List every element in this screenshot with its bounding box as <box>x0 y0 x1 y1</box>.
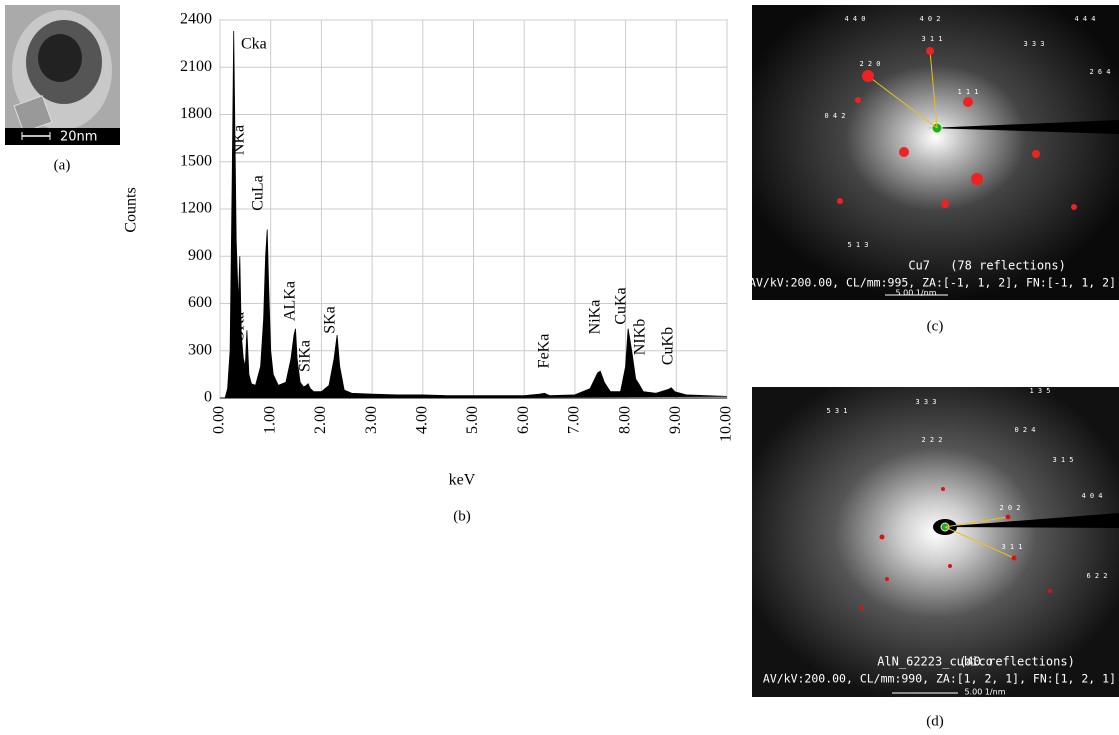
scale-label: 5.00 1/nm <box>964 688 1005 697</box>
reflection-index: 4 4 0 <box>844 15 865 23</box>
reflection-index: 3 3 3 <box>915 398 936 406</box>
x-axis-label: keV <box>449 472 476 489</box>
x-tick-label: 8.00 <box>616 406 633 434</box>
x-tick-label: 10.00 <box>718 406 735 442</box>
caption: (c) <box>927 318 944 334</box>
y-tick-label: 1200 <box>180 200 212 217</box>
reflection-index: 6 2 2 <box>1086 572 1107 580</box>
reflections: (40 reflections) <box>959 655 1075 669</box>
peak-label: CuLa <box>250 175 267 211</box>
x-tick-label: 4.00 <box>413 406 430 434</box>
panel-a: 20nm (a) <box>5 5 120 173</box>
pattern-name: AlN_62223_cubico <box>877 655 993 669</box>
caption: (b) <box>453 508 471 524</box>
peak-label: SiKa <box>297 340 314 372</box>
reflection-index: 2 2 0 <box>859 60 880 68</box>
peak-label: SKa <box>322 306 339 334</box>
reflection-index: 4 0 2 <box>919 15 940 23</box>
peak-label: FeKa <box>536 334 553 369</box>
y-tick-label: 2400 <box>180 11 212 28</box>
reflection-index: 3 3 3 <box>1023 40 1044 48</box>
y-tick-label: 2100 <box>180 58 212 75</box>
pattern-name: Cu7 <box>908 259 930 273</box>
y-tick-label: 1800 <box>180 105 212 122</box>
x-tick-label: 1.00 <box>261 406 278 434</box>
reflections: (78 reflections) <box>950 259 1066 273</box>
scale-label: 5.00 1/nm <box>895 289 936 298</box>
peak-label: CuKb <box>660 327 677 365</box>
reflection-index: 4 0 4 <box>1081 492 1102 500</box>
x-tick-label: 7.00 <box>566 406 583 434</box>
reflection-index: 4 4 4 <box>1074 15 1095 23</box>
reflection-index: 0 2 4 <box>1014 426 1035 434</box>
reflection-index: 3 1 1 <box>921 35 942 43</box>
peak-label: ALKa <box>282 281 299 321</box>
y-axis-label: Counts <box>123 187 140 232</box>
reflection-index: 2 0 2 <box>999 504 1020 512</box>
y-tick-label: 0 <box>204 389 212 406</box>
peak-label: NIKb <box>632 319 649 355</box>
peak-label: NKa <box>231 125 248 155</box>
y-tick-label: 1500 <box>180 152 212 169</box>
peak-label: Cka <box>241 36 267 53</box>
x-tick-label: 6.00 <box>515 406 532 434</box>
reflection-index: 1 1 1 <box>957 88 978 96</box>
x-tick-label: 9.00 <box>667 406 684 434</box>
reflection-index: 1 3 5 <box>1029 387 1050 395</box>
x-tick-label: 5.00 <box>464 406 481 434</box>
x-tick-label: 0.00 <box>211 406 228 434</box>
info: AV/kV:200.00, CL/mm:990, ZA:[1, 2, 1], F… <box>763 672 1116 686</box>
panel-d: AlN_62223_cubico (40 reflections) AV/kV:… <box>752 387 1119 729</box>
caption: (a) <box>54 157 71 173</box>
reflection-index: 2 6 4 <box>1089 68 1110 76</box>
info: AV/kV:200.00, CL/mm:995, ZA:[-1, 1, 2], … <box>749 276 1116 290</box>
x-tick-label: 2.00 <box>312 406 329 434</box>
reflection-index: 0 4 2 <box>824 112 845 120</box>
peak-label: NiKa <box>587 300 604 335</box>
caption: (d) <box>926 713 944 729</box>
x-tick-label: 3.00 <box>363 406 380 434</box>
scale-label: 20nm <box>60 130 97 145</box>
y-tick-label: 900 <box>188 247 212 264</box>
peak-label: CuKa <box>613 287 630 324</box>
reflection-index: 2 2 2 <box>921 436 942 444</box>
spectrum <box>224 30 728 399</box>
reflection-index: 3 1 5 <box>1052 456 1073 464</box>
y-tick-label: 600 <box>188 294 212 311</box>
reflection-index: 5 1 3 <box>847 241 868 249</box>
reflection-index: 3 1 1 <box>1001 543 1022 551</box>
y-tick-label: 300 <box>188 341 212 358</box>
reflection-index: 5 3 1 <box>826 407 847 415</box>
peak-label: OKa <box>231 312 248 342</box>
panel-c: Cu7 (78 reflections) AV/kV:200.00, CL/mm… <box>749 5 1119 334</box>
